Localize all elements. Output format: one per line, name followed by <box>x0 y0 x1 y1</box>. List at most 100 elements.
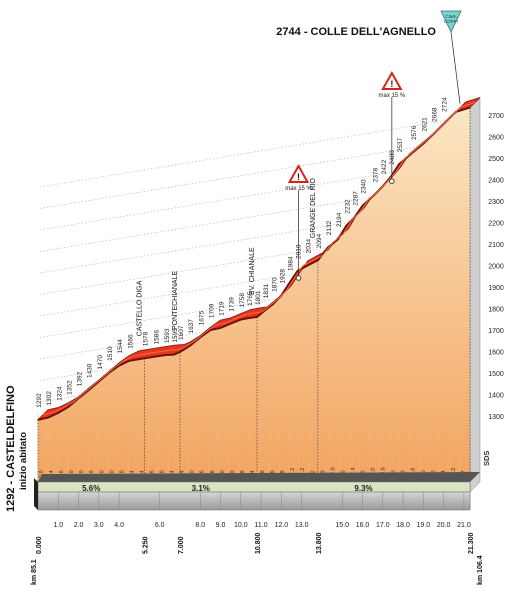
labels: 1300 1400 1500 1600 1700 1800 1900 2000 2100 2200… <box>36 97 504 554</box>
altitude-label: 1292 <box>36 393 43 408</box>
y-tick-label: 1600 <box>488 350 504 357</box>
sds-label: SDS <box>482 451 491 466</box>
altitude-label: 2668 <box>431 107 438 122</box>
altitude-label: 1392 <box>77 371 84 386</box>
altitude-label: 1544 <box>117 339 124 354</box>
x-tick-label: 18.0 <box>396 522 410 529</box>
altitude-label: 1831 <box>263 283 270 298</box>
altitude-label: 2480 <box>389 150 396 165</box>
y-tick-label: 2300 <box>488 199 504 206</box>
km-end-label: km 106.4 <box>477 555 484 585</box>
altitude-label: 1637 <box>188 319 195 334</box>
warning-glyph: ! <box>297 172 300 182</box>
altitude-label: 1566 <box>127 334 134 349</box>
altitude-label: 1870 <box>271 277 278 292</box>
place-label: CASTELLO DIGA <box>136 280 143 336</box>
altitude-label: 1430 <box>87 363 94 378</box>
altitude-label: 1765 <box>247 291 254 306</box>
y-tick-label: 1700 <box>488 328 504 335</box>
max-gradient-dot <box>295 275 302 281</box>
altitude-label: 1324 <box>56 386 63 401</box>
altitude-label: 1595 <box>172 328 179 343</box>
altitude-label: 2094 <box>316 233 323 248</box>
badge-line2: COPPI <box>444 19 458 24</box>
place-label: PONTECHIANALE <box>172 271 179 330</box>
x-tick-label: 13.0 <box>295 522 309 529</box>
max-gradient-label: max 15 % <box>285 186 312 192</box>
marked-km-label: 5.250 <box>142 536 149 554</box>
markers: ! max 15 %! max 15 % <box>285 31 461 281</box>
altitude-label: 2232 <box>344 199 351 214</box>
altitude-label: 2287 <box>352 191 359 206</box>
warning-glyph: ! <box>390 79 393 89</box>
x-tick-label: 9.0 <box>216 522 226 529</box>
altitude-label: 2576 <box>411 125 418 140</box>
y-tick-label: 2700 <box>488 113 504 120</box>
x-tick-label: 21.0 <box>457 522 471 529</box>
x-tick-label: 15.0 <box>335 522 349 529</box>
warning-triangle-icon <box>381 70 403 90</box>
altitude-label: 1470 <box>97 355 104 370</box>
marked-km-label: 13.800 <box>316 532 323 554</box>
place-label: GRANGE DEL RIO <box>310 178 317 239</box>
altitude-label: 1607 <box>178 325 185 340</box>
altitude-label: 2034 <box>306 239 313 254</box>
max-gradient-label: max 15 % <box>379 93 406 99</box>
y-tick-label: 2600 <box>488 135 504 142</box>
altitude-label: 1739 <box>229 297 236 312</box>
altitude-label: 1928 <box>279 269 286 284</box>
y-tick-label: 1300 <box>488 414 504 421</box>
summit-label: 2744 - COLLE DELL'AGNELLO <box>276 26 436 38</box>
x-tick-label: 2.0 <box>74 522 84 529</box>
road-highlight <box>42 102 476 416</box>
segment-gradient-label: 3.1% <box>192 484 210 493</box>
km-start-label: km 85.1 <box>31 559 38 585</box>
x-tick-label: 11.0 <box>255 522 268 529</box>
summit-pole <box>450 31 461 104</box>
marked-km-label: 21.300 <box>468 532 475 554</box>
segment-gradient-label: 9.3% <box>354 484 372 493</box>
profile-fill <box>38 107 470 482</box>
altitude-label: 2378 <box>373 168 380 183</box>
km-gradient-label: 11.2 <box>290 468 296 478</box>
place-label: BV. CHIANALE <box>249 247 256 295</box>
base-left-edge <box>34 478 38 510</box>
base-top <box>38 472 480 482</box>
cima-coppi-badge: CIMA COPPI <box>440 10 462 33</box>
segment-gradient-label: 5.6% <box>82 484 100 493</box>
y-tick-label: 2400 <box>488 178 504 185</box>
altitude-label: 1586 <box>154 330 161 345</box>
y-tick-label: 2000 <box>488 264 504 271</box>
altitude-label: 1758 <box>239 293 246 308</box>
x-tick-label: 10.0 <box>234 522 248 529</box>
y-tick-label: 1900 <box>488 285 504 292</box>
road-edge <box>37 106 471 421</box>
altitude-label: 2724 <box>442 97 449 112</box>
max-gradient-dot <box>389 178 395 184</box>
km-band <box>37 491 471 511</box>
gridline <box>39 136 481 209</box>
altitude-label: 1578 <box>142 331 149 346</box>
x-tick-label: 12.0 <box>275 522 289 529</box>
x-tick-label: 6.0 <box>155 522 165 529</box>
x-tick-label: 19.0 <box>417 522 431 529</box>
side-panel <box>469 96 481 493</box>
altitude-label: 2194 <box>336 212 343 227</box>
y-tick-label: 2200 <box>488 221 504 228</box>
start-label: 1292 - CASTELDELFINO <box>5 385 17 512</box>
road-line <box>36 97 481 421</box>
y-tick-label: 1800 <box>488 307 504 314</box>
base-band: 5.6% 3.1% 9.3% <box>34 472 480 511</box>
altitude-label: 1709 <box>208 303 215 318</box>
x-tick-label: 1.0 <box>53 522 63 529</box>
altitude-label: 1984 <box>287 256 294 271</box>
x-tick-label: 16.0 <box>356 522 370 529</box>
altitude-label: 1352 <box>66 380 73 395</box>
altitude-label: 2340 <box>361 179 368 194</box>
altitude-label: 2422 <box>381 159 388 174</box>
altitude-label: 1510 <box>107 346 114 361</box>
altitude-label: 2621 <box>421 117 428 132</box>
y-tick-label: 2100 <box>488 242 504 249</box>
warning-triangle-icon <box>287 163 310 183</box>
